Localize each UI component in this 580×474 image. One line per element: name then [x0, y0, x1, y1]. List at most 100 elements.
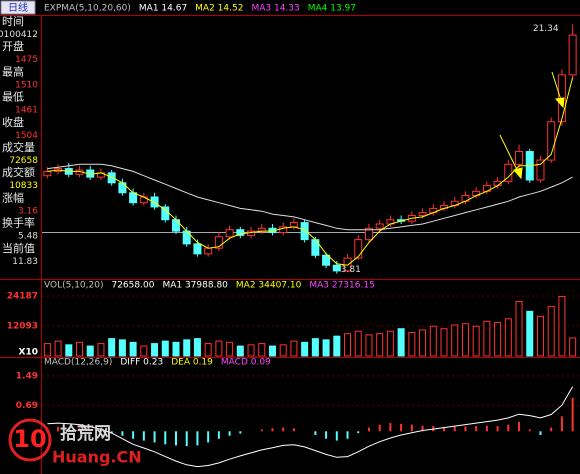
info-value: 20100412: [0, 30, 38, 40]
candle-body: [568, 34, 577, 76]
low-label: 3.81: [341, 265, 361, 275]
volume-bar: [301, 341, 309, 357]
unit-label: X10: [19, 348, 38, 358]
ma-line: [47, 163, 573, 231]
volume-bar: [247, 344, 255, 357]
candle-body: [107, 172, 116, 184]
info-value: 10833: [9, 181, 38, 191]
info-value: 5.48: [18, 232, 38, 242]
volume-bar: [322, 339, 330, 357]
candle-body: [418, 212, 427, 216]
volume-bar: [354, 330, 362, 357]
y-tick-label: 12093: [7, 322, 38, 332]
watermark: 10 拾荒网 Huang.CN: [8, 418, 142, 467]
y-tick-label: 24187: [7, 292, 38, 302]
watermark-site: Huang.CN: [52, 448, 142, 467]
tab-label[interactable]: 日线: [8, 1, 28, 14]
info-label: 最低: [2, 91, 24, 104]
panel-legend: DEA 0.19: [171, 358, 213, 368]
info-value: 1475: [15, 55, 38, 65]
ma-legend: MA2 14.52: [195, 4, 243, 14]
info-label: 成交量: [2, 140, 35, 154]
candle-body: [289, 222, 298, 228]
panel-legend: MA3 27316.15: [309, 281, 374, 291]
volume-bar: [279, 344, 287, 357]
volume-bar: [54, 340, 62, 357]
volume-bar: [226, 341, 234, 357]
diff-line: [47, 386, 574, 468]
volume-bar: [65, 344, 73, 357]
info-label: 开盘: [2, 39, 24, 53]
volume-bar: [172, 341, 180, 357]
logo-ring: [8, 418, 52, 462]
panel-legend: MACD 0.09: [221, 358, 271, 368]
volume-bar: [365, 334, 373, 357]
high-label: 21.34: [533, 24, 559, 34]
volume-bar: [483, 320, 491, 357]
volume-bar: [536, 315, 544, 357]
candle-body: [150, 196, 159, 208]
volume-bar: [97, 343, 105, 357]
volume-bar: [569, 337, 577, 357]
candle-body: [236, 229, 245, 236]
plot-layer: EXPMA(5,10,20,60) MA1 14.67 MA2 14.52 MA3 1…: [0, 4, 580, 468]
info-value: 3.16: [18, 206, 38, 216]
ma-legend: MA3 14.33: [251, 4, 299, 14]
candle-body: [375, 223, 384, 229]
candle-body: [364, 227, 373, 241]
volume-bar: [118, 339, 126, 357]
volume-bar: [258, 343, 266, 357]
volume-bar: [386, 330, 394, 357]
volume-bar: [408, 331, 416, 357]
candle-body: [172, 219, 180, 232]
candle-body: [43, 170, 52, 177]
candle-body: [322, 254, 331, 266]
ma-line: [47, 77, 574, 266]
volume-bar: [472, 325, 480, 357]
volume-bar: [558, 295, 566, 357]
volume-bar: [429, 325, 437, 357]
info-value: 1461: [15, 106, 38, 116]
y-tick-label: 0.69: [16, 401, 38, 411]
volume-bar: [376, 333, 384, 357]
candle-body: [161, 206, 170, 221]
volume-bar: [204, 343, 212, 357]
candle-body: [547, 121, 556, 161]
info-value: 1510: [15, 80, 38, 90]
candle-body: [536, 159, 545, 181]
volume-bar: [333, 335, 341, 357]
tab-box[interactable]: [0, 0, 36, 15]
arrows: [499, 71, 565, 180]
volume-bar: [268, 345, 276, 357]
info-value: 11.83: [12, 257, 38, 267]
volume-bar: [419, 329, 427, 357]
volume-bar: [129, 341, 137, 357]
candle-body: [193, 243, 202, 255]
info-label: 最高: [2, 64, 24, 78]
logo-text: 10: [13, 425, 46, 453]
candle-body: [300, 222, 309, 241]
volume-bar: [236, 345, 244, 357]
volume-bar: [183, 339, 191, 357]
info-label: 换手率: [2, 216, 35, 230]
volume-bar: [547, 305, 555, 357]
volume-bar: [86, 345, 94, 357]
volume-bar: [290, 340, 298, 357]
candle-body: [515, 151, 524, 165]
volume-bar: [515, 300, 523, 357]
info-label: 当前值: [2, 241, 35, 255]
candle-body: [225, 229, 234, 238]
volume-bar: [151, 343, 159, 357]
volume-bar: [526, 310, 534, 357]
volume-bar: [440, 328, 448, 357]
y-tick-label: 1.49: [16, 371, 38, 381]
info-label: 涨幅: [2, 191, 24, 204]
volume-bar: [108, 338, 116, 357]
info-label: 成交额: [2, 165, 35, 179]
volume-bar: [76, 341, 84, 357]
watermark-name: 拾荒网: [60, 423, 111, 444]
panel-legend: MA1 37988.80: [162, 281, 228, 291]
